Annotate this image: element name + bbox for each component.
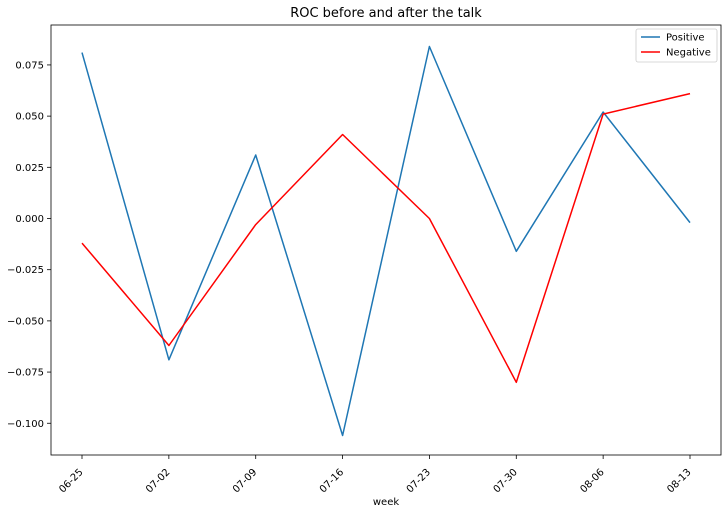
x-tick-label: 06-25 [57,467,85,495]
y-tick-label: −0.075 [7,368,44,379]
series-line-positive [81,45,691,437]
x-tick-label: 08-13 [665,467,693,495]
x-tick-label: 07-09 [231,467,259,495]
y-tick-label: 0.050 [15,112,44,123]
chart-title: ROC before and after the talk [290,6,482,21]
legend-label: Positive [666,33,705,44]
y-tick-label: 0.075 [15,60,44,71]
y-tick-label: −0.050 [7,316,44,327]
x-axis-label: week [373,497,399,508]
x-tick-label: 07-30 [492,467,520,495]
plot-frame [50,24,722,456]
x-tick-label: 07-16 [318,467,346,495]
series-line-negative [81,92,691,384]
x-tick-label: 07-23 [405,467,433,495]
legend-label: Negative [666,48,711,59]
y-tick-label: 0.000 [15,214,44,225]
y-tick-label: 0.025 [15,163,44,174]
plot-area: 0.075 0.050 0.025 0.000 −0.025 −0.050 −0.075 −0… [7,24,722,495]
x-tick-label: 07-02 [144,467,172,495]
x-tick-label: 08-06 [578,467,606,495]
y-tick-label: −0.100 [7,419,44,430]
y-tick-label: −0.025 [7,265,44,276]
